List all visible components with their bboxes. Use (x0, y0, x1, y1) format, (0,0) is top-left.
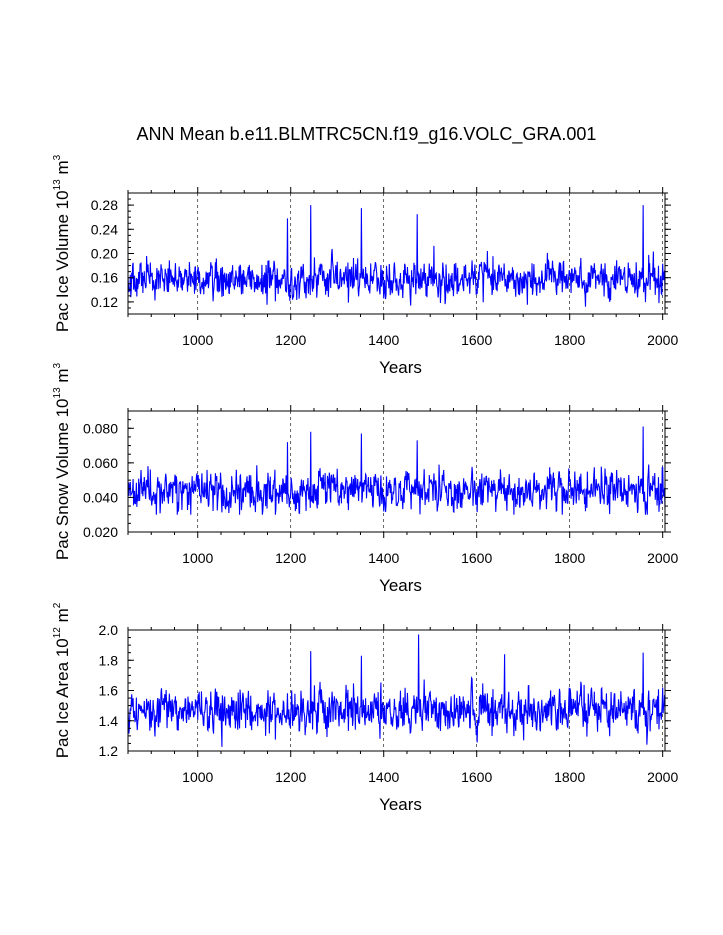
x-tick-label: 1600 (461, 769, 492, 785)
y-axis-title: Pac Ice Volume 1013 m3 (52, 154, 72, 332)
y-tick-label: 1.4 (99, 713, 119, 729)
y-tick-label: 0.28 (91, 197, 118, 213)
y-tick-label: 1.6 (99, 683, 119, 699)
y-axis-title: Pac Ice Area 1012 m2 (52, 602, 72, 758)
series-line (127, 205, 666, 307)
x-axis-title: Years (379, 795, 422, 814)
page-title: ANN Mean b.e11.BLMTRC5CN.f19_g16.VOLC_GR… (136, 124, 597, 144)
y-tick-label: 0.20 (91, 246, 118, 262)
x-tick-label: 1400 (368, 550, 399, 566)
series-line (127, 426, 666, 515)
y-tick-label: 0.080 (83, 420, 118, 436)
series-line (127, 634, 666, 747)
x-tick-label: 2000 (647, 550, 678, 566)
panel-1: 1000 1200 1400 1600 1800 2000 0.12 0.16 0.20 0.24… (52, 154, 678, 377)
x-axis-title: Years (379, 576, 422, 595)
x-tick-label: 2000 (647, 769, 678, 785)
y-tick-label: 0.040 (83, 489, 118, 505)
y-tick-label: 2.0 (99, 622, 119, 638)
x-axis-title: Years (379, 358, 422, 377)
x-tick-label: 1000 (182, 769, 213, 785)
plot-frame (127, 192, 666, 315)
x-tick-label: 1200 (275, 550, 306, 566)
y-tick-label: 0.060 (83, 455, 118, 471)
panel-2: 1000 1200 1400 1600 1800 2000 0.020 0.040 0.060 0… (52, 362, 678, 595)
y-axis-title: Pac Snow Volume 1013 m3 (52, 362, 72, 560)
x-tick-label: 1400 (368, 332, 399, 348)
x-tick-label: 1800 (554, 769, 585, 785)
x-tick-label: 1000 (182, 332, 213, 348)
x-tick-label: 1600 (461, 550, 492, 566)
x-tick-label: 1600 (461, 332, 492, 348)
x-tick-label: 2000 (647, 332, 678, 348)
y-tick-label: 1.2 (99, 743, 119, 759)
x-tick-label: 1800 (554, 332, 585, 348)
y-tick-label: 0.020 (83, 524, 118, 540)
y-tick-label: 0.24 (91, 221, 118, 237)
panel-3: 1000 1200 1400 1600 1800 2000 1.2 1.4 1.6 1.8 2.0 Y… (52, 602, 678, 814)
x-tick-label: 1400 (368, 769, 399, 785)
x-tick-label: 1200 (275, 332, 306, 348)
x-tick-label: 1000 (182, 550, 213, 566)
plot-frame (127, 410, 666, 533)
x-tick-label: 1200 (275, 769, 306, 785)
y-tick-label: 0.12 (91, 294, 118, 310)
y-tick-label: 0.16 (91, 270, 118, 286)
x-tick-label: 1800 (554, 550, 585, 566)
y-tick-label: 1.8 (99, 652, 119, 668)
